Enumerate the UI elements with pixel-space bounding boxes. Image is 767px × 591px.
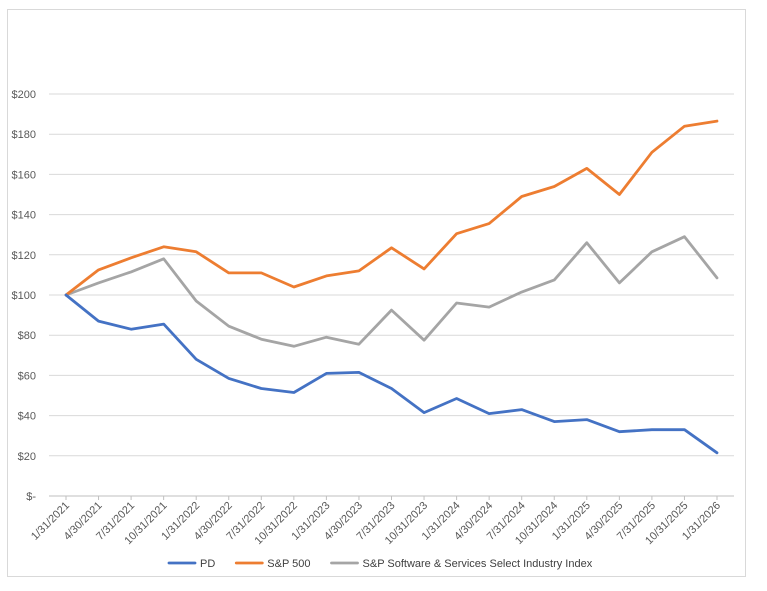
y-tick-label: $120 — [12, 250, 36, 262]
y-tick-label: $60 — [18, 370, 36, 382]
chart-area: $- $20 $40 $60 $80 $100 $120 $140 $160 $180 $200 1… — [7, 9, 746, 577]
legend-label: S&P Software & Services Select Industry … — [363, 558, 593, 570]
y-tick-label: $20 — [18, 451, 36, 463]
gridlines — [49, 93, 734, 497]
x-axis: 1/31/20214/30/20217/31/202110/31/20211/3… — [29, 496, 723, 547]
series-line — [64, 235, 719, 348]
legend-label: PD — [200, 558, 215, 570]
y-tick-label: $80 — [18, 330, 36, 342]
y-tick-label: $200 — [12, 89, 36, 101]
series-lines — [64, 119, 719, 455]
y-tick-label: $140 — [12, 210, 36, 222]
y-axis-labels: $- $20 $40 $60 $80 $100 $120 $140 $160 $180 $200 — [12, 89, 37, 503]
series-line — [64, 293, 719, 455]
y-tick-label: $- — [26, 491, 36, 503]
series-line — [64, 119, 719, 297]
line-chart: $- $20 $40 $60 $80 $100 $120 $140 $160 $180 $200 1… — [12, 89, 734, 570]
y-tick-label: $160 — [12, 169, 36, 181]
y-tick-label: $100 — [12, 290, 36, 302]
legend-label: S&P 500 — [267, 558, 310, 570]
y-tick-label: $180 — [12, 129, 36, 141]
legend: PD S&P 500 S&P Software & Services Select … — [167, 558, 593, 570]
y-tick-label: $40 — [18, 411, 36, 423]
